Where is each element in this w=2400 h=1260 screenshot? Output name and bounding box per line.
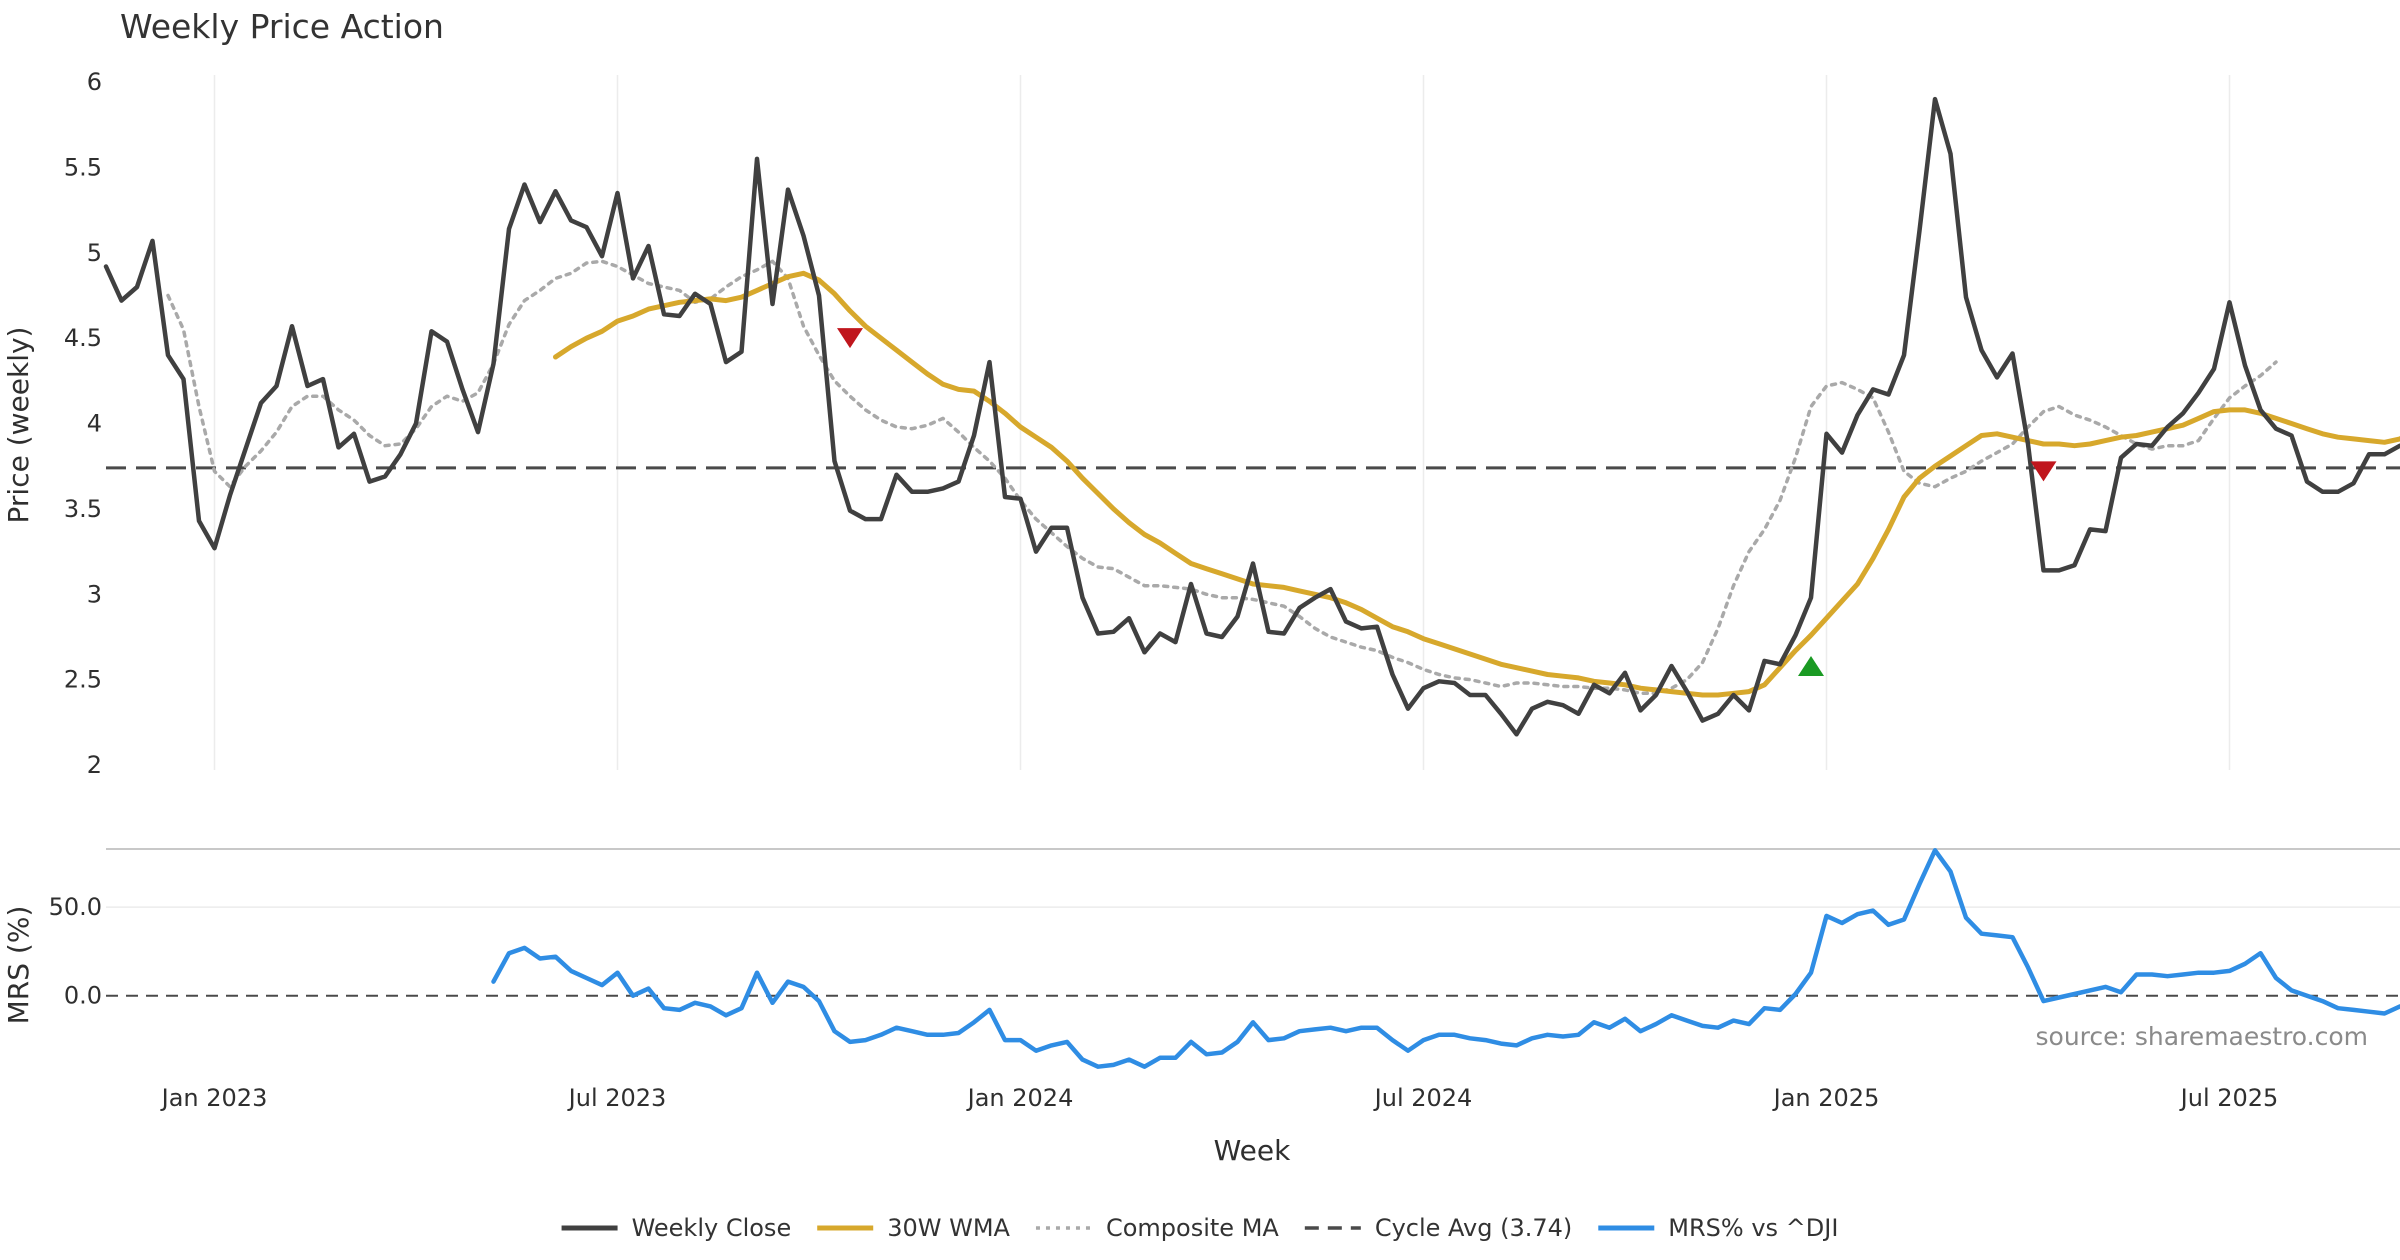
price-y-tick-label: 3.5 [64, 495, 102, 523]
price-panel [103, 96, 2400, 737]
price-y-tick-label: 6 [87, 68, 102, 96]
legend-item: Weekly Close [561, 1214, 792, 1242]
legend-items: Weekly Close 30W WMA Composite MA Cycle Avg… [561, 1214, 1838, 1242]
x-axis-label: Week [1214, 1134, 1291, 1167]
x-tick-label: Jul 2024 [1373, 1084, 1473, 1112]
composite-ma-line [166, 259, 2278, 696]
legend-label: Weekly Close [632, 1214, 792, 1242]
legend-label: MRS% vs ^DJI [1668, 1214, 1838, 1242]
price-y-tick-label: 2 [87, 751, 102, 779]
x-tick-label: Jan 2024 [966, 1084, 1074, 1112]
legend-item: Cycle Avg (3.74) [1304, 1214, 1572, 1242]
chart-title: Weekly Price Action [120, 7, 444, 46]
legend: Weekly Close 30W WMA Composite MA Cycle Avg… [561, 1214, 1838, 1242]
legend-label: 30W WMA [887, 1214, 1010, 1242]
x-tick-label: Jul 2023 [567, 1084, 667, 1112]
weekly-close-line [103, 96, 2400, 737]
legend-item: 30W WMA [817, 1214, 1011, 1242]
x-tick-label: Jan 2025 [1772, 1084, 1880, 1112]
legend-label: Cycle Avg (3.74) [1375, 1214, 1572, 1242]
mrs-panel [106, 848, 2400, 1069]
legend-item: MRS% vs ^DJI [1598, 1214, 1838, 1242]
wma-30w-line [553, 270, 2400, 698]
sell-signal-marker [837, 328, 863, 349]
sell-signal-marker [2030, 461, 2057, 482]
price-y-axis-label: Price (weekly) [2, 327, 35, 524]
mrs-y-axis-label: MRS (%) [2, 906, 35, 1025]
price-y-tick-label: 3 [87, 580, 102, 608]
mrs-y-tick-label: 0.0 [64, 982, 102, 1010]
mrs-y-tick-label: 50.0 [49, 893, 102, 921]
grid-layer [106, 75, 2400, 908]
legend-label: Composite MA [1106, 1214, 1279, 1242]
price-y-tick-label: 2.5 [64, 666, 102, 694]
price-y-tick-label: 5.5 [64, 153, 102, 181]
x-tick-label: Jul 2025 [2179, 1084, 2279, 1112]
source-note: source: sharemaestro.com [2036, 1022, 2369, 1051]
axes: 2 2.5 3 3.5 4 4.5 5 5.5 6 0.0 50.0 Jan 2023 Jul 2023… [49, 68, 2279, 1112]
price-y-tick-label: 4.5 [64, 324, 102, 352]
buy-signal-marker [1798, 655, 1824, 676]
price-y-tick-label: 5 [87, 239, 102, 267]
legend-item: Composite MA [1035, 1214, 1279, 1242]
price-y-tick-label: 4 [87, 410, 102, 438]
mrs-line [491, 848, 2400, 1069]
x-tick-label: Jan 2023 [160, 1084, 268, 1112]
